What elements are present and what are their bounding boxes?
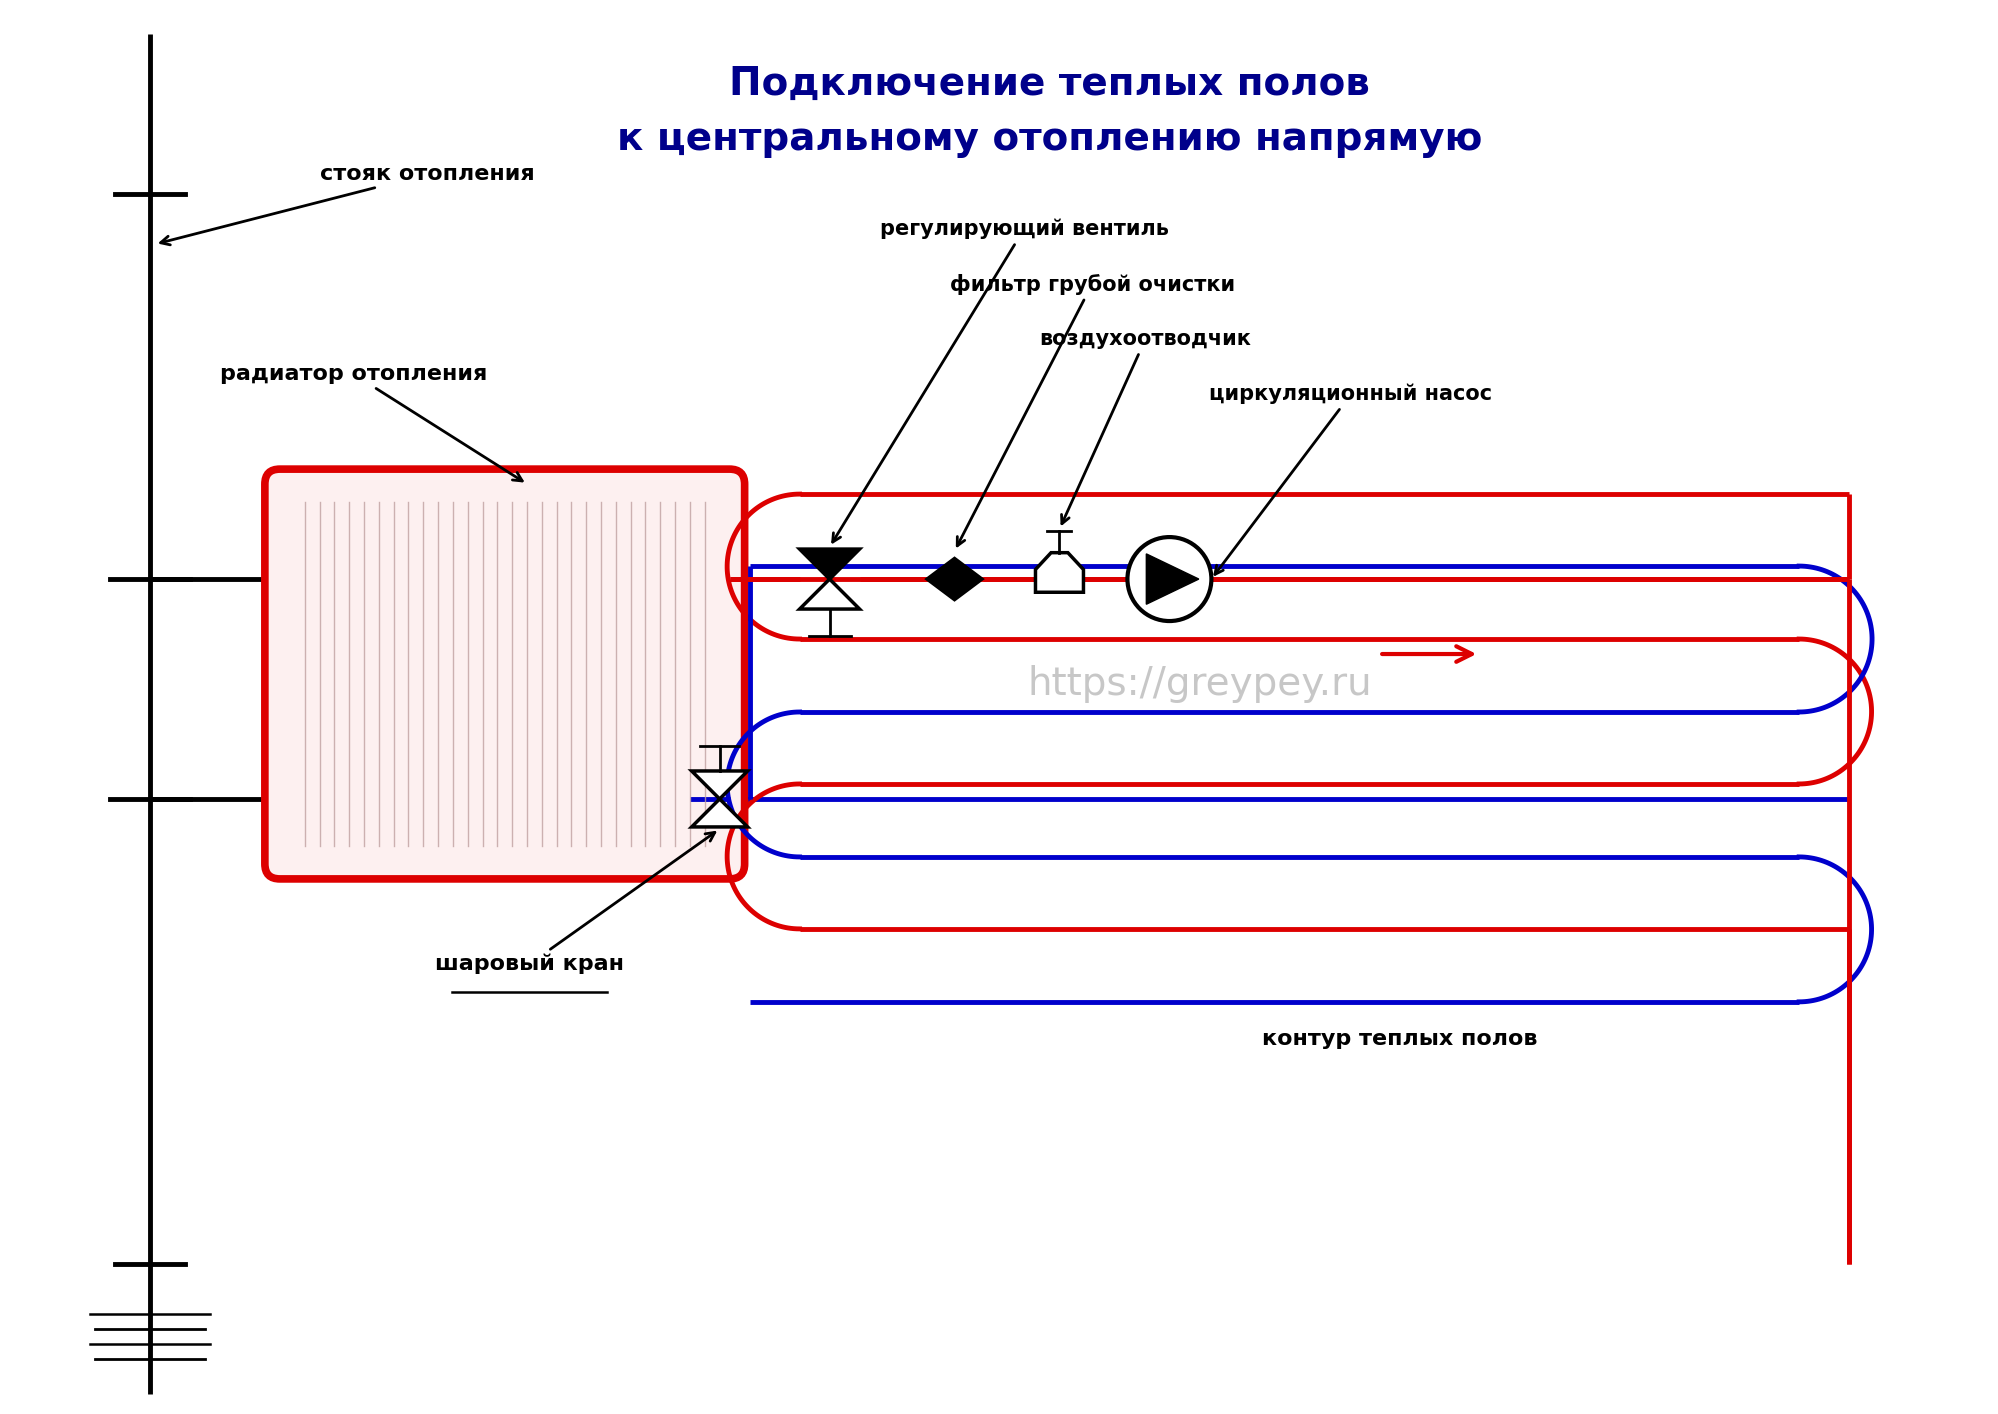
Polygon shape [799, 549, 859, 580]
Polygon shape [1145, 554, 1199, 604]
Text: регулирующий вентиль: регулирующий вентиль [833, 219, 1169, 542]
Polygon shape [691, 771, 747, 799]
Polygon shape [927, 559, 983, 600]
Text: радиатор отопления: радиатор отопления [220, 365, 521, 481]
Polygon shape [1035, 553, 1083, 592]
Text: шаровый кран: шаровый кран [436, 833, 715, 974]
Text: контур теплых полов: контур теплых полов [1261, 1029, 1536, 1049]
Text: https://greypey.ru: https://greypey.ru [1027, 665, 1371, 703]
Text: воздухоотводчик: воздухоотводчик [1039, 329, 1251, 523]
Text: циркуляционный насос: циркуляционный насос [1209, 385, 1493, 574]
FancyBboxPatch shape [264, 469, 743, 880]
Text: Подключение теплых полов: Подключение теплых полов [729, 65, 1369, 103]
Text: к центральному отоплению напрямую: к центральному отоплению напрямую [617, 120, 1481, 158]
Polygon shape [691, 799, 747, 827]
Circle shape [1127, 537, 1211, 621]
Text: стояк отопления: стояк отопления [160, 164, 533, 245]
Polygon shape [799, 580, 859, 609]
Text: фильтр грубой очистки: фильтр грубой очистки [949, 274, 1235, 546]
